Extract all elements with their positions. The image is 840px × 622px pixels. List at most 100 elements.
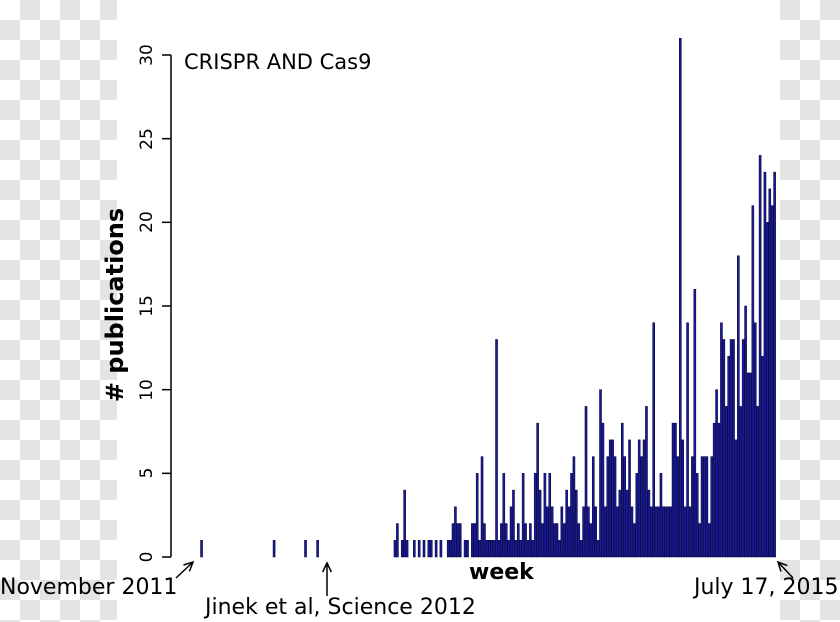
bar [560,506,564,558]
jinek-paper-annotation: Jinek et al, Science 2012 [205,595,476,620]
y-tick-label: 25 [137,127,157,150]
bar [546,506,549,558]
bar [688,506,692,558]
bar [429,540,433,558]
bar [475,473,479,558]
y-tick-label: 15 [137,295,157,317]
bar [746,372,750,558]
bar [567,506,571,558]
bar [565,489,568,558]
bar [434,540,438,558]
bar [637,439,641,558]
bar [686,322,689,558]
bar [596,540,600,558]
bar [710,456,714,558]
bar [599,389,602,558]
bar [507,540,510,558]
bar [490,540,493,558]
end-date-annotation: July 17, 2015 [694,575,839,600]
bar [724,406,728,558]
bar [606,456,610,558]
bar [737,255,740,558]
bar [652,322,655,558]
bar [705,456,709,558]
bar [558,540,561,558]
bar [439,540,443,558]
bar [531,540,535,558]
y-axis-label: # publications [101,207,129,403]
bar [485,540,489,558]
y-axis [162,54,172,558]
y-tick-label: 10 [137,378,157,401]
bar [621,422,624,558]
bar [628,439,631,558]
bar [717,422,721,558]
bar [676,456,680,558]
bar [405,540,409,558]
bar [512,489,515,558]
bar [521,473,525,558]
bar [770,205,774,558]
bar [584,406,588,558]
bar [729,339,733,558]
start-arrow-line [175,561,194,579]
bar [657,506,660,558]
bar [422,540,426,558]
bar [393,540,397,558]
bar [739,406,743,558]
bar [681,439,685,558]
bar [316,540,319,558]
bar [543,473,547,558]
bar [517,523,520,558]
bar [594,506,597,558]
bar [446,540,450,558]
bar [625,489,629,558]
bar [753,322,757,558]
bar [524,523,527,558]
jinek-arrow-head [321,561,333,573]
bar [722,339,726,558]
bar [674,422,677,558]
annotation-arrows [175,560,794,596]
bar [698,523,701,558]
bar [456,523,460,558]
bar [715,389,718,558]
bar [272,540,276,558]
bar [200,540,203,558]
end-arrow-head [776,560,788,572]
bar [744,305,747,558]
bar [604,506,607,558]
x-axis-label: week [469,560,534,585]
bar [616,506,619,558]
bar [703,456,706,558]
bar [396,523,399,558]
bar [533,473,537,558]
bar [693,289,697,558]
bar [618,489,622,558]
bar [708,523,711,558]
bar [642,439,646,558]
bar [741,339,745,558]
bar [541,523,544,558]
bar [471,523,474,558]
bar [519,540,523,558]
bar [773,171,776,558]
bar [449,540,452,558]
bar [683,506,687,558]
bar [417,540,421,558]
y-tick-label: 20 [137,211,157,234]
bars-group [200,38,776,558]
bar [659,473,663,558]
bar [548,473,552,558]
bar [650,506,653,558]
bar [463,540,467,558]
bar [645,406,648,558]
bar [756,406,759,558]
bar [587,506,590,558]
bar [538,489,542,558]
bar [712,422,716,558]
bar [720,322,723,558]
bar [492,540,496,558]
bar [488,540,491,558]
bar [562,523,566,558]
